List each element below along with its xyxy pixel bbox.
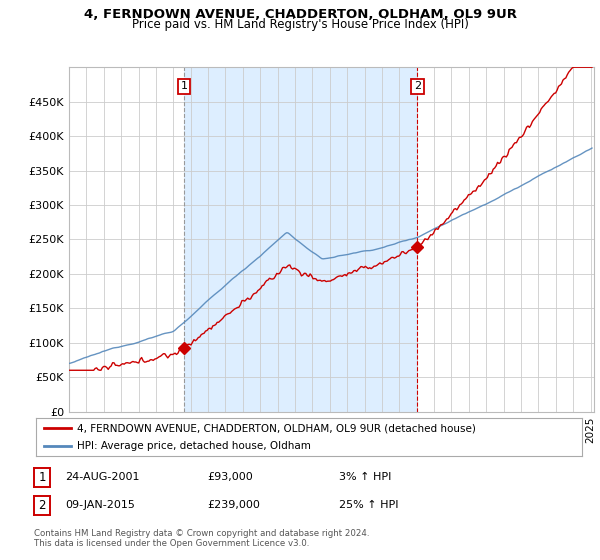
Text: 2: 2: [414, 82, 421, 91]
Text: 2: 2: [38, 498, 46, 512]
Text: £93,000: £93,000: [207, 472, 253, 482]
Text: Price paid vs. HM Land Registry's House Price Index (HPI): Price paid vs. HM Land Registry's House …: [131, 18, 469, 31]
Text: 1: 1: [181, 82, 188, 91]
Text: 3% ↑ HPI: 3% ↑ HPI: [339, 472, 391, 482]
Text: 25% ↑ HPI: 25% ↑ HPI: [339, 500, 398, 510]
Bar: [184, 67, 418, 412]
Text: 09-JAN-2015: 09-JAN-2015: [65, 500, 134, 510]
Text: Contains HM Land Registry data © Crown copyright and database right 2024.
This d: Contains HM Land Registry data © Crown c…: [34, 529, 369, 548]
Text: 4, FERNDOWN AVENUE, CHADDERTON, OLDHAM, OL9 9UR: 4, FERNDOWN AVENUE, CHADDERTON, OLDHAM, …: [83, 8, 517, 21]
Text: £239,000: £239,000: [207, 500, 260, 510]
Text: 24-AUG-2001: 24-AUG-2001: [65, 472, 139, 482]
Text: 1: 1: [38, 471, 46, 484]
Text: HPI: Average price, detached house, Oldham: HPI: Average price, detached house, Oldh…: [77, 441, 311, 451]
Text: 4, FERNDOWN AVENUE, CHADDERTON, OLDHAM, OL9 9UR (detached house): 4, FERNDOWN AVENUE, CHADDERTON, OLDHAM, …: [77, 423, 476, 433]
